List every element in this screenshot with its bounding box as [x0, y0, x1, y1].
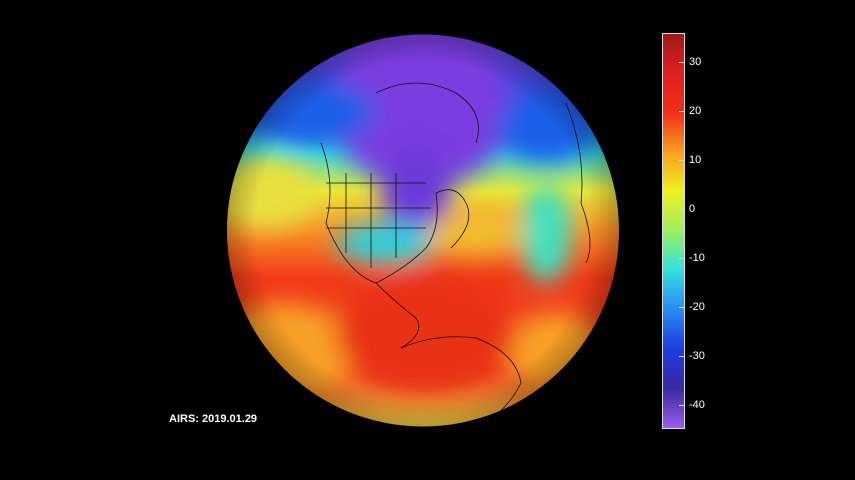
colorbar-tick-label: 20 [689, 105, 702, 118]
dataset-date-caption: AIRS: 2019.01.29 [169, 413, 258, 425]
colorbar-tick-label: 0 [689, 203, 696, 215]
colorbar-tick-mark [679, 160, 685, 162]
colorbar-tick-label: -20 [689, 300, 705, 313]
colorbar-tick-label: 10 [689, 154, 702, 167]
colorbar-tick-mark [679, 404, 685, 406]
colorbar-tick-mark [679, 111, 685, 113]
colorbar-tick-label: -10 [689, 251, 705, 264]
colorbar-tick-mark [679, 209, 685, 210]
colorbar-tick-label: 30 [689, 56, 702, 69]
colorbar [662, 33, 685, 429]
colorbar-tick-mark [679, 257, 685, 259]
colorbar-tick-label: -40 [689, 398, 705, 411]
globe-temperature-map [227, 34, 619, 427]
colorbar-tick-mark [679, 306, 685, 308]
colorbar-tick-mark [679, 355, 685, 357]
colorbar-tick-mark [679, 62, 685, 64]
colorbar-tick-label: -30 [689, 349, 705, 362]
